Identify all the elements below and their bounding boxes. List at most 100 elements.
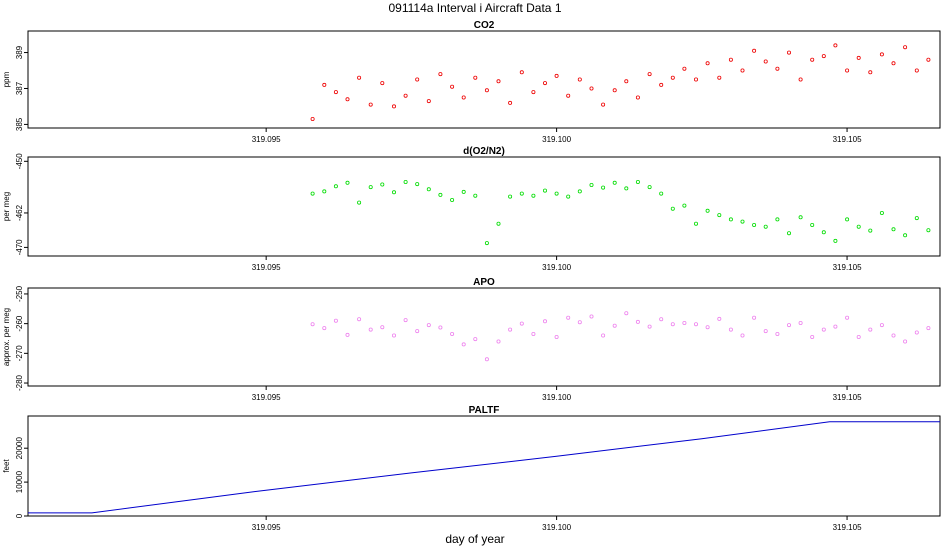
x-tick-label: 319.095 bbox=[252, 135, 281, 144]
co2-panel: CO2 ppm 385 387 389 319.095 319.100 319.105 bbox=[2, 20, 941, 144]
data-point bbox=[810, 57, 815, 62]
data-point bbox=[903, 45, 908, 50]
data-point bbox=[752, 222, 757, 227]
data-point bbox=[810, 334, 815, 339]
data-point bbox=[357, 200, 362, 205]
data-point bbox=[473, 75, 478, 80]
x-axis-label: day of year bbox=[445, 532, 504, 546]
series-line bbox=[28, 421, 940, 514]
data-point bbox=[856, 334, 861, 339]
data-point bbox=[519, 191, 524, 196]
data-point bbox=[403, 93, 408, 98]
y-tick-label: -280 bbox=[15, 374, 24, 391]
data-point bbox=[821, 327, 826, 332]
data-point bbox=[461, 95, 466, 100]
data-point bbox=[461, 342, 466, 347]
data-point bbox=[368, 327, 373, 332]
data-point bbox=[484, 88, 489, 93]
data-point bbox=[484, 357, 489, 362]
data-point bbox=[438, 72, 443, 77]
data-point bbox=[694, 77, 699, 82]
data-point bbox=[659, 191, 664, 196]
data-point bbox=[868, 327, 873, 332]
data-point bbox=[310, 117, 315, 122]
data-point bbox=[705, 61, 710, 66]
data-point bbox=[450, 84, 455, 89]
data-point bbox=[845, 315, 850, 320]
data-point bbox=[554, 73, 559, 78]
data-point bbox=[496, 79, 501, 84]
data-point bbox=[810, 222, 815, 227]
y-tick-label: 0 bbox=[15, 513, 24, 518]
data-point bbox=[612, 323, 617, 328]
x-tick-label: 319.100 bbox=[542, 263, 571, 272]
y-tick-label: -270 bbox=[15, 345, 24, 362]
panel-title: CO2 bbox=[474, 20, 495, 31]
y-tick-label: -250 bbox=[15, 285, 24, 302]
data-point bbox=[647, 324, 652, 329]
data-point bbox=[752, 48, 757, 53]
data-point bbox=[566, 315, 571, 320]
data-point bbox=[845, 68, 850, 73]
data-point bbox=[728, 327, 733, 332]
data-point bbox=[310, 191, 315, 196]
data-point bbox=[368, 102, 373, 107]
data-point bbox=[554, 191, 559, 196]
data-point bbox=[798, 320, 803, 325]
data-point bbox=[705, 325, 710, 330]
data-point bbox=[345, 180, 350, 185]
data-point bbox=[473, 193, 478, 198]
data-point bbox=[601, 333, 606, 338]
data-point bbox=[380, 182, 385, 187]
panel-title: d(O2/N2) bbox=[463, 146, 505, 157]
data-point bbox=[357, 317, 362, 322]
data-point bbox=[647, 185, 652, 190]
y-axis-label: ppm bbox=[2, 71, 11, 87]
data-point bbox=[659, 82, 664, 87]
data-point bbox=[519, 70, 524, 75]
data-point bbox=[601, 185, 606, 190]
data-point bbox=[670, 75, 675, 80]
x-tick-label: 319.100 bbox=[542, 135, 571, 144]
x-tick-label: 319.105 bbox=[833, 263, 862, 272]
data-point bbox=[682, 320, 687, 325]
data-point bbox=[461, 189, 466, 194]
o2n2-panel: d(O2/N2) per meg -470 -462 -450 319.095 319.10… bbox=[2, 146, 941, 272]
y-axis-label: per meg bbox=[2, 192, 11, 221]
data-point bbox=[333, 318, 338, 323]
data-point bbox=[926, 326, 931, 331]
data-point bbox=[868, 228, 873, 233]
data-point bbox=[577, 189, 582, 194]
data-point bbox=[740, 68, 745, 73]
data-point bbox=[798, 215, 803, 220]
data-point bbox=[659, 317, 664, 322]
data-point bbox=[601, 102, 606, 107]
data-point bbox=[368, 185, 373, 190]
data-point bbox=[717, 316, 722, 321]
data-point bbox=[589, 182, 594, 187]
y-axis-label: approx. per meg bbox=[2, 308, 11, 366]
data-point bbox=[391, 190, 396, 195]
data-point bbox=[705, 208, 710, 213]
x-tick-label: 319.095 bbox=[252, 393, 281, 402]
data-point bbox=[322, 82, 327, 87]
data-point bbox=[740, 333, 745, 338]
data-point bbox=[391, 333, 396, 338]
y-tick-label: -462 bbox=[15, 204, 24, 221]
data-point bbox=[473, 337, 478, 342]
data-point bbox=[670, 322, 675, 327]
data-point bbox=[926, 228, 931, 233]
data-point bbox=[635, 179, 640, 184]
data-point bbox=[763, 329, 768, 334]
data-point bbox=[879, 210, 884, 215]
figure-title: 091114a Interval i Aircraft Data 1 bbox=[389, 1, 562, 15]
data-point bbox=[752, 315, 757, 320]
data-point bbox=[415, 329, 420, 334]
data-point bbox=[914, 68, 919, 73]
data-point bbox=[717, 75, 722, 80]
data-point bbox=[682, 66, 687, 71]
x-tick-label: 319.100 bbox=[542, 523, 571, 532]
panel-title: APO bbox=[473, 277, 495, 288]
data-point bbox=[926, 57, 931, 62]
data-point bbox=[519, 321, 524, 326]
